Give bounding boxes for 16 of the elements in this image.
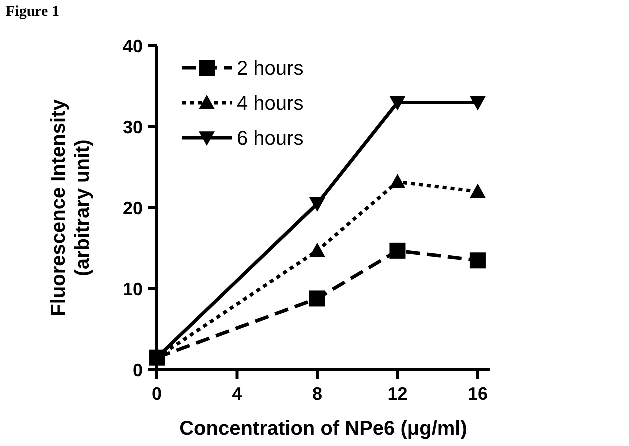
y-tick-label: 40: [122, 36, 143, 56]
y-tick-label: 20: [122, 198, 143, 218]
x-tick-label: 8: [312, 384, 322, 404]
x-tick-label: 0: [152, 384, 162, 404]
legend-label: 4 hours: [237, 93, 304, 115]
x-tick-label: 16: [468, 384, 488, 404]
x-tick-label: 4: [232, 384, 242, 404]
legend-label: 6 hours: [237, 128, 304, 150]
y-tick-label: 10: [122, 279, 143, 300]
x-axis-title: Concentration of NPe6 (μg/ml): [180, 418, 468, 440]
y-tick-label: 30: [122, 117, 143, 138]
x-tick-label: 12: [388, 384, 408, 404]
legend-label: 2 hours: [237, 58, 304, 80]
y-tick-label: 0: [132, 360, 143, 380]
text: Figure 1: [6, 4, 60, 20]
y-axis-title: Fluorescence Intensity (arbitrary unit): [48, 98, 94, 316]
